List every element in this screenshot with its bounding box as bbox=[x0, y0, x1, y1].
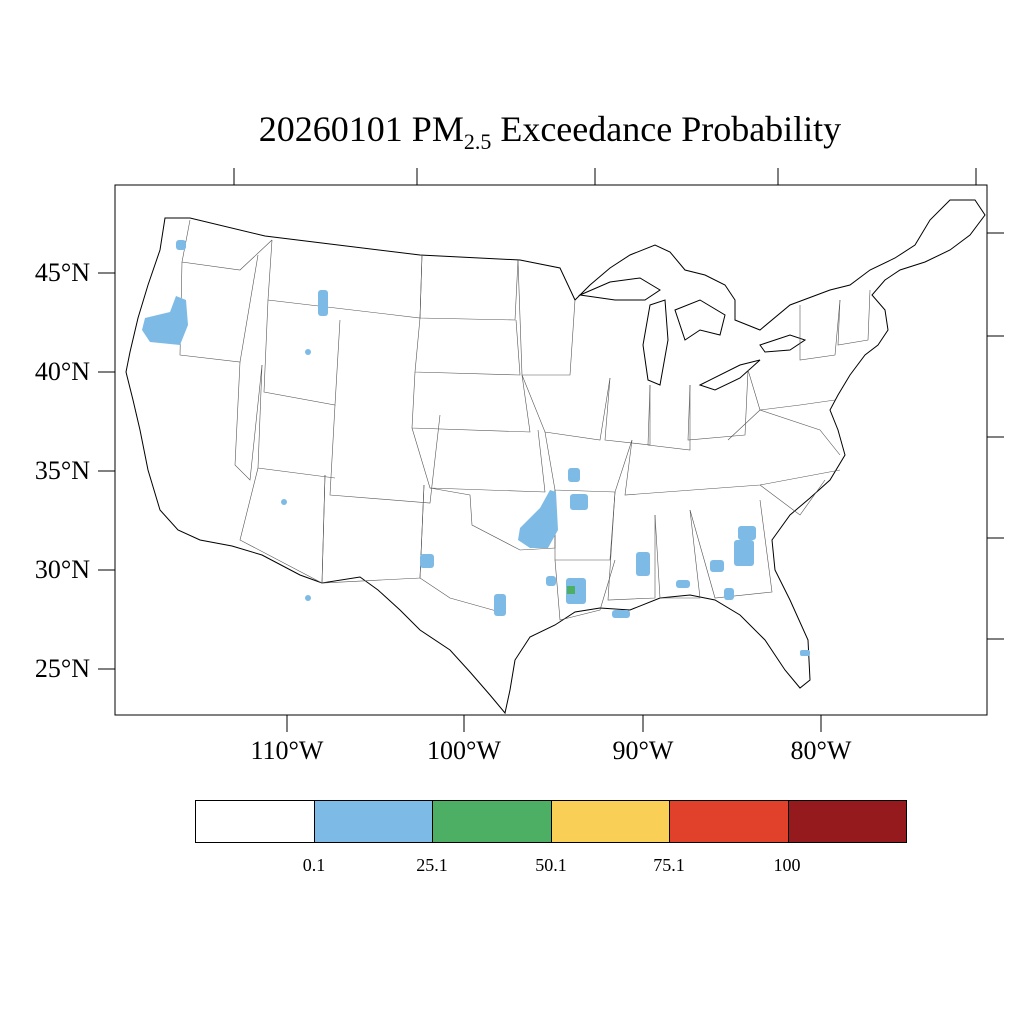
lat-label-30: 30°N bbox=[34, 555, 90, 584]
title-text: Exceedance Probability bbox=[500, 109, 842, 149]
lon-label-100: 100°W bbox=[427, 736, 501, 765]
colorbar-box-3 bbox=[551, 801, 670, 842]
area-montana bbox=[318, 290, 328, 316]
area-texas-west bbox=[420, 554, 434, 568]
colorbar bbox=[195, 800, 907, 843]
colorbar-box-2 bbox=[433, 801, 552, 842]
state-borders bbox=[179, 219, 871, 621]
lat-label-40: 40°N bbox=[34, 357, 90, 386]
area-florida-south bbox=[800, 650, 810, 656]
area-arkansas bbox=[570, 494, 588, 510]
colorbar-box-5 bbox=[788, 801, 906, 842]
title-subscript: 2.5 bbox=[463, 129, 492, 154]
area-alabama bbox=[676, 580, 690, 588]
area-arizona-dot bbox=[281, 499, 287, 505]
area-texas-south bbox=[494, 594, 506, 616]
area-texas-dot bbox=[305, 595, 311, 601]
area-georgia-west bbox=[710, 560, 724, 572]
title-date: 20260101 bbox=[258, 109, 403, 149]
lat-label-35: 35°N bbox=[34, 456, 90, 485]
lat-label-25: 25°N bbox=[34, 654, 90, 683]
colorbar-label-0: 0.1 bbox=[302, 855, 326, 875]
lon-label-90: 90°W bbox=[612, 736, 674, 765]
probability-areas bbox=[142, 240, 810, 656]
colorbar-label-3: 75.1 bbox=[653, 855, 685, 875]
area-texas-east bbox=[546, 576, 556, 586]
map-title: 20260101 PM2.5 Exceedance Probability bbox=[0, 108, 1024, 155]
area-washington bbox=[176, 240, 186, 250]
lat-label-45: 45°N bbox=[34, 258, 90, 287]
area-oregon bbox=[142, 296, 188, 345]
area-idaho-dot bbox=[305, 349, 311, 355]
colorbar-box-1 bbox=[314, 801, 433, 842]
colorbar-box-0 bbox=[196, 801, 315, 842]
area-oklahoma bbox=[518, 490, 558, 548]
right-ticks bbox=[987, 232, 1004, 640]
colorbar-label-4: 100 bbox=[773, 855, 801, 875]
top-ticks bbox=[233, 168, 977, 185]
lon-label-80: 80°W bbox=[790, 736, 852, 765]
colorbar-label-1: 25.1 bbox=[416, 855, 448, 875]
colorbar-label-2: 50.1 bbox=[535, 855, 567, 875]
area-louisiana bbox=[566, 578, 586, 604]
area-mississippi bbox=[636, 552, 650, 576]
area-gulf bbox=[612, 610, 630, 618]
area-arkansas-north bbox=[568, 468, 580, 482]
axis-ticks bbox=[98, 272, 822, 732]
title-pm: PM bbox=[411, 109, 464, 149]
colorbar-box-4 bbox=[670, 801, 789, 842]
map-frame bbox=[114, 184, 988, 716]
area-louisiana-green bbox=[567, 586, 575, 594]
us-outline bbox=[125, 199, 986, 715]
area-sc bbox=[738, 526, 756, 540]
great-lakes bbox=[578, 277, 807, 391]
area-florida bbox=[724, 588, 734, 600]
area-georgia bbox=[734, 540, 754, 566]
lon-label-110: 110°W bbox=[250, 736, 324, 765]
